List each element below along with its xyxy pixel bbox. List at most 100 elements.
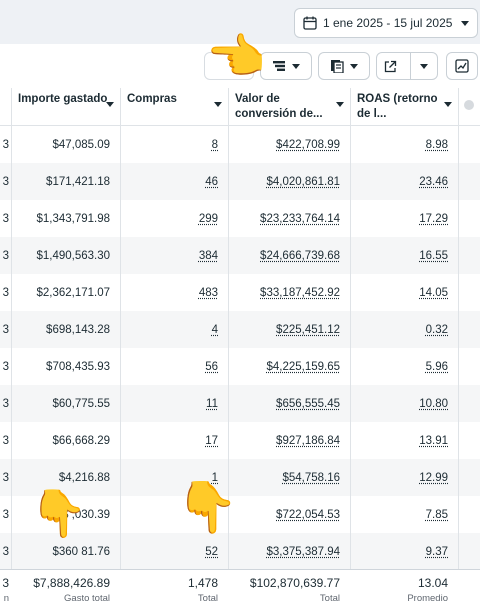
- table-row: 3 $2,362,171.07 483 $33,187,452.92 14.05: [0, 274, 480, 311]
- column-divider: [120, 88, 121, 615]
- table-cell-value[interactable]: $33,187,452.92: [229, 274, 350, 311]
- table-cell-purchases[interactable]: 483: [121, 274, 228, 311]
- column-header-spend[interactable]: Importe gastado: [12, 88, 120, 126]
- table-cell-spend: $66,668.29: [12, 422, 120, 459]
- breakdown-button[interactable]: [318, 52, 370, 80]
- sort-icon[interactable]: [214, 102, 222, 107]
- table-cell-spend: $47,085.09: [12, 126, 120, 163]
- table-cell-purchases[interactable]: 46: [121, 163, 228, 200]
- sort-icon[interactable]: [444, 102, 452, 107]
- totals-left-cell: 3 n: [0, 570, 11, 615]
- table-cell-roas[interactable]: 23.46: [351, 163, 458, 200]
- table-cell-purchases[interactable]: 11: [121, 385, 228, 422]
- sort-icon[interactable]: [106, 102, 114, 107]
- export-menu-button[interactable]: [410, 53, 437, 79]
- columns-icon: [272, 60, 286, 72]
- table-header: Importe gastado Compras Valor de convers…: [0, 88, 480, 126]
- table-cell-purchases[interactable]: 4: [121, 311, 228, 348]
- table-cell-spend: $708,435.93: [12, 348, 120, 385]
- table-cell-purchases[interactable]: 384: [121, 237, 228, 274]
- table-cell-left: 3: [0, 496, 11, 533]
- table-cell-purchases[interactable]: 56: [121, 348, 228, 385]
- date-range-picker[interactable]: 1 ene 2025 - 15 jul 2025: [294, 8, 478, 38]
- table-cell-left: 3: [0, 311, 11, 348]
- table-cell-left: 3: [0, 459, 11, 496]
- table-cell-value[interactable]: $4,225,159.65: [229, 348, 350, 385]
- table-cell-spend: $1,490,563.30: [12, 237, 120, 274]
- table-cell-roas[interactable]: 12.99: [351, 459, 458, 496]
- column-header-conversion-value[interactable]: Valor de conversión de...: [229, 88, 350, 126]
- columns-button[interactable]: [260, 52, 312, 80]
- add-column-icon[interactable]: [464, 100, 474, 110]
- table-row: 3 $1,343,791.98 299 $23,233,764.14 17.29: [0, 200, 480, 237]
- pointing-hand-icon: 👇: [176, 482, 238, 532]
- table-cell-value[interactable]: $54,758.16: [229, 459, 350, 496]
- table-cell-left: 3: [0, 237, 11, 274]
- table-cell-left: 3: [0, 348, 11, 385]
- column-header-purchases[interactable]: Compras: [121, 88, 228, 126]
- table-cell-left: 3: [0, 126, 11, 163]
- table-cell-spend: $60,775.55: [12, 385, 120, 422]
- table-cell-left: 3: [0, 422, 11, 459]
- table-cell-value[interactable]: $927,186.84: [229, 422, 350, 459]
- table-row: 3 $708,435.93 56 $4,225,159.65 5.96: [0, 348, 480, 385]
- totals-row: 3 n $7,888,426.89 Gasto total 1,478 Tota…: [0, 569, 480, 615]
- table-cell-roas[interactable]: 8.98: [351, 126, 458, 163]
- table-cell-value[interactable]: $225,451.12: [229, 311, 350, 348]
- table-cell-roas[interactable]: 16.55: [351, 237, 458, 274]
- chevron-down-icon: [292, 64, 300, 69]
- export-button-group: [376, 52, 438, 80]
- table-cell-purchases[interactable]: 52: [121, 533, 228, 570]
- pointing-hand-icon: 👈: [206, 34, 266, 82]
- chevron-down-icon: [420, 64, 428, 69]
- totals-spend: $7,888,426.89 Gasto total: [12, 570, 120, 615]
- export-icon: [384, 60, 397, 73]
- table-cell-value[interactable]: $656,555.45: [229, 385, 350, 422]
- chart-button[interactable]: [446, 52, 478, 80]
- table-cell-spend: $2,362,171.07: [12, 274, 120, 311]
- table-cell-value[interactable]: $24,666,739.68: [229, 237, 350, 274]
- calendar-icon: [303, 16, 317, 30]
- totals-purchases: 1,478 Total: [121, 570, 228, 615]
- table-cell-purchases[interactable]: 299: [121, 200, 228, 237]
- column-divider: [350, 88, 351, 615]
- table-row: 3 $698,143.28 4 $225,451.12 0.32: [0, 311, 480, 348]
- date-range-label: 1 ene 2025 - 15 jul 2025: [323, 16, 455, 30]
- table-cell-left: 3: [0, 274, 11, 311]
- table-cell-purchases[interactable]: 8: [121, 126, 228, 163]
- table-cell-roas[interactable]: 10.80: [351, 385, 458, 422]
- totals-conversion-value: $102,870,639.77 Total: [229, 570, 350, 615]
- table-cell-value[interactable]: $722,054.53: [229, 496, 350, 533]
- table-cell-spend: $698,143.28: [12, 311, 120, 348]
- table-cell-roas[interactable]: 17.29: [351, 200, 458, 237]
- table-row: 3 $66,668.29 17 $927,186.84 13.91: [0, 422, 480, 459]
- table-cell-left: 3: [0, 533, 11, 570]
- table-cell-value[interactable]: $3,375,387.94: [229, 533, 350, 570]
- export-button[interactable]: [377, 53, 404, 79]
- table-cell-spend: $1,343,791.98: [12, 200, 120, 237]
- table-cell-value[interactable]: $4,020,861.81: [229, 163, 350, 200]
- table-row: 3 $60,775.55 11 $656,555.45 10.80: [0, 385, 480, 422]
- pointing-hand-icon: 👇: [30, 490, 87, 536]
- chevron-down-icon: [461, 21, 469, 26]
- table-cell-roas[interactable]: 7.85: [351, 496, 458, 533]
- table-cell-roas[interactable]: 9.37: [351, 533, 458, 570]
- chevron-down-icon: [350, 64, 358, 69]
- table-row: 3 $1,490,563.30 384 $24,666,739.68 16.55: [0, 237, 480, 274]
- table-cell-roas[interactable]: 14.05: [351, 274, 458, 311]
- table-cell-roas[interactable]: 5.96: [351, 348, 458, 385]
- table-cell-left: 3: [0, 200, 11, 237]
- table-cell-value[interactable]: $23,233,764.14: [229, 200, 350, 237]
- table-cell-roas[interactable]: 13.91: [351, 422, 458, 459]
- table-row: 3 $171,421.18 46 $4,020,861.81 23.46: [0, 163, 480, 200]
- table-cell-value[interactable]: $422,708.99: [229, 126, 350, 163]
- table-cell-left: 3: [0, 385, 11, 422]
- sort-icon[interactable]: [336, 102, 344, 107]
- table-cell-roas[interactable]: 0.32: [351, 311, 458, 348]
- column-header-roas[interactable]: ROAS (retorno de l...: [351, 88, 458, 126]
- table-cell-spend: $171,421.18: [12, 163, 120, 200]
- table-cell-left: 3: [0, 163, 11, 200]
- column-divider: [458, 88, 459, 615]
- table-row: 3 $47,085.09 8 $422,708.99 8.98: [0, 126, 480, 163]
- table-cell-purchases[interactable]: 17: [121, 422, 228, 459]
